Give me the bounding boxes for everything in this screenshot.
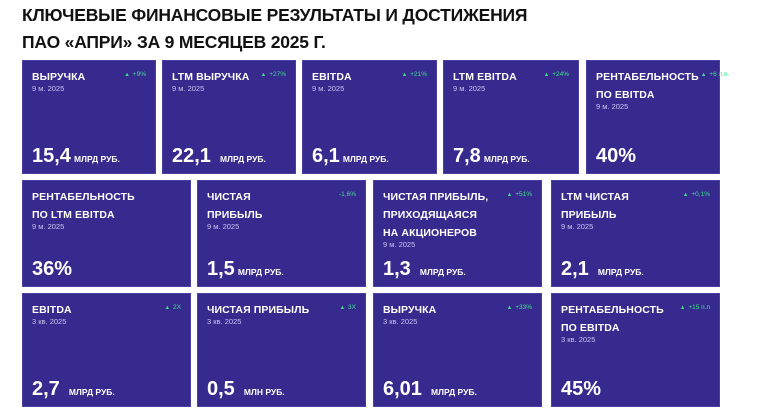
metric-card-revenue-9m: ВЫРУЧКА ▲ +9% 9 м. 2025 15,4 МЛРД РУБ. <box>22 60 156 174</box>
metric-period: 9 м. 2025 <box>596 102 629 111</box>
up-triangle-icon: ▲ <box>543 72 550 78</box>
metric-value: 6,1 МЛРД РУБ. <box>312 145 389 167</box>
metric-label: ВЫРУЧКА <box>32 71 86 83</box>
up-triangle-icon: ▲ <box>700 72 707 78</box>
metric-label: ЧИСТАЯ ПРИБЫЛЬ <box>207 191 263 221</box>
metric-card-ltm-ebitda-margin: РЕНТАБЕЛЬНОСТЬ ПО LTM EBITDA 9 м. 2025 3… <box>22 180 191 287</box>
up-triangle-icon: ▲ <box>339 305 346 311</box>
up-triangle-icon: ▲ <box>506 192 513 198</box>
up-triangle-icon: ▲ <box>506 305 513 311</box>
up-triangle-icon: ▲ <box>401 72 408 78</box>
change-badge: ▲ +21% <box>401 71 427 78</box>
metric-card-net-profit-q3: ЧИСТАЯ ПРИБЫЛЬ ▲ 3X 3 кв. 2025 0,5 МЛН РУБ… <box>197 293 366 407</box>
change-badge: ▲ 3X <box>339 304 356 311</box>
change-badge: ▲ +0,1% <box>682 191 710 198</box>
metric-period: 3 кв. 2025 <box>207 317 242 326</box>
metric-card-ltm-ebitda: LTM EBITDA ▲ +24% 9 м. 2025 7,8 МЛРД РУБ. <box>443 60 579 174</box>
metric-label: LTM EBITDA <box>453 71 517 83</box>
up-triangle-icon: ▲ <box>682 192 689 198</box>
change-badge: ▲ +9% <box>124 71 146 78</box>
metric-card-net-profit-shareholders: ЧИСТАЯ ПРИБЫЛЬ, ПРИХОДЯЩАЯСЯ НА АКЦИОНЕР… <box>373 180 542 287</box>
metric-label: РЕНТАБЕЛЬНОСТЬ ПО EBITDA <box>561 304 664 334</box>
change-badge: ▲ +27% <box>260 71 286 78</box>
metric-period: 3 кв. 2025 <box>561 335 596 344</box>
metric-label: РЕНТАБЕЛЬНОСТЬ ПО EBITDA <box>596 71 699 101</box>
metric-value: 2,1 МЛРД РУБ. <box>561 258 644 280</box>
up-triangle-icon: ▲ <box>679 305 686 311</box>
metric-label: ЧИСТАЯ ПРИБЫЛЬ, ПРИХОДЯЩАЯСЯ НА АКЦИОНЕР… <box>383 191 489 239</box>
metric-value: 6,01 МЛРД РУБ. <box>383 378 477 400</box>
page-title-line-2: ПАО «АПРИ» ЗА 9 МЕСЯЦЕВ 2025 Г. <box>22 32 326 52</box>
metric-period: 9 м. 2025 <box>172 84 205 93</box>
up-triangle-icon: ▲ <box>164 305 171 311</box>
change-badge: ▲ +51% <box>506 191 532 198</box>
metric-period: 9 м. 2025 <box>561 222 594 231</box>
metric-value: 40% <box>596 145 637 167</box>
metric-label: EBITDA <box>32 304 72 316</box>
metric-card-ltm-revenue: LTM ВЫРУЧКА ▲ +27% 9 м. 2025 22,1 МЛРД РУБ… <box>162 60 296 174</box>
change-badge: ▲ +15 п.п <box>679 304 710 311</box>
metric-value: 45% <box>561 378 602 400</box>
metric-card-ltm-net-profit: LTM ЧИСТАЯ ПРИБЫЛЬ ▲ +0,1% 9 м. 2025 2,1 М… <box>551 180 720 287</box>
up-triangle-icon: ▲ <box>260 72 267 78</box>
metric-value: 36% <box>32 258 73 280</box>
metric-label: LTM ЧИСТАЯ ПРИБЫЛЬ <box>561 191 629 221</box>
change-badge: -1,6% <box>339 191 356 198</box>
metric-period: 9 м. 2025 <box>32 222 65 231</box>
metric-period: 9 м. 2025 <box>207 222 240 231</box>
metric-card-net-profit-9m: ЧИСТАЯ ПРИБЫЛЬ -1,6% 9 м. 2025 1,5 МЛРД Р… <box>197 180 366 287</box>
metric-value: 1,3 МЛРД РУБ. <box>383 258 466 280</box>
metric-period: 9 м. 2025 <box>453 84 486 93</box>
metric-period: 9 м. 2025 <box>383 240 416 249</box>
metric-label: ВЫРУЧКА <box>383 304 437 316</box>
metric-label: LTM ВЫРУЧКА <box>172 71 250 83</box>
metric-period: 3 кв. 2025 <box>32 317 67 326</box>
metric-value: 1,5 МЛРД РУБ. <box>207 258 284 280</box>
metric-card-ebitda-margin-q3: РЕНТАБЕЛЬНОСТЬ ПО EBITDA ▲ +15 п.п 3 кв. … <box>551 293 720 407</box>
change-badge: ▲ +24% <box>543 71 569 78</box>
metric-value: 7,8 МЛРД РУБ. <box>453 145 530 167</box>
metric-value: 2,7 МЛРД РУБ. <box>32 378 115 400</box>
metric-label: ЧИСТАЯ ПРИБЫЛЬ <box>207 304 310 316</box>
metric-period: 3 кв. 2025 <box>383 317 418 326</box>
metric-value: 22,1 МЛРД РУБ. <box>172 145 266 167</box>
change-badge: ▲ +6 п.п. <box>700 71 730 78</box>
metric-label: EBITDA <box>312 71 352 83</box>
change-badge: ▲ 2X <box>164 304 181 311</box>
up-triangle-icon: ▲ <box>124 72 130 78</box>
metric-card-revenue-q3: ВЫРУЧКА ▲ +33% 3 кв. 2025 6,01 МЛРД РУБ. <box>373 293 542 407</box>
metric-card-ebitda-q3: EBITDA ▲ 2X 3 кв. 2025 2,7 МЛРД РУБ. <box>22 293 191 407</box>
metric-card-ebitda-9m: EBITDA ▲ +21% 9 м. 2025 6,1 МЛРД РУБ. <box>302 60 437 174</box>
metric-card-ebitda-margin-9m: РЕНТАБЕЛЬНОСТЬ ПО EBITDA ▲ +6 п.п. 9 м. 2… <box>586 60 729 174</box>
metric-value: 15,4 МЛРД РУБ. <box>32 145 120 167</box>
change-badge: ▲ +33% <box>506 304 532 311</box>
metric-period: 9 м. 2025 <box>312 84 345 93</box>
page-title: КЛЮЧЕВЫЕ ФИНАНСОВЫЕ РЕЗУЛЬТАТЫ И ДОСТИЖЕ… <box>22 2 527 56</box>
metric-label: РЕНТАБЕЛЬНОСТЬ ПО LTM EBITDA <box>32 191 135 221</box>
metric-period: 9 м. 2025 <box>32 84 65 93</box>
page-title-line-1: КЛЮЧЕВЫЕ ФИНАНСОВЫЕ РЕЗУЛЬТАТЫ И ДОСТИЖЕ… <box>22 5 528 25</box>
metric-value: 0,5 МЛН РУБ. <box>207 378 285 400</box>
